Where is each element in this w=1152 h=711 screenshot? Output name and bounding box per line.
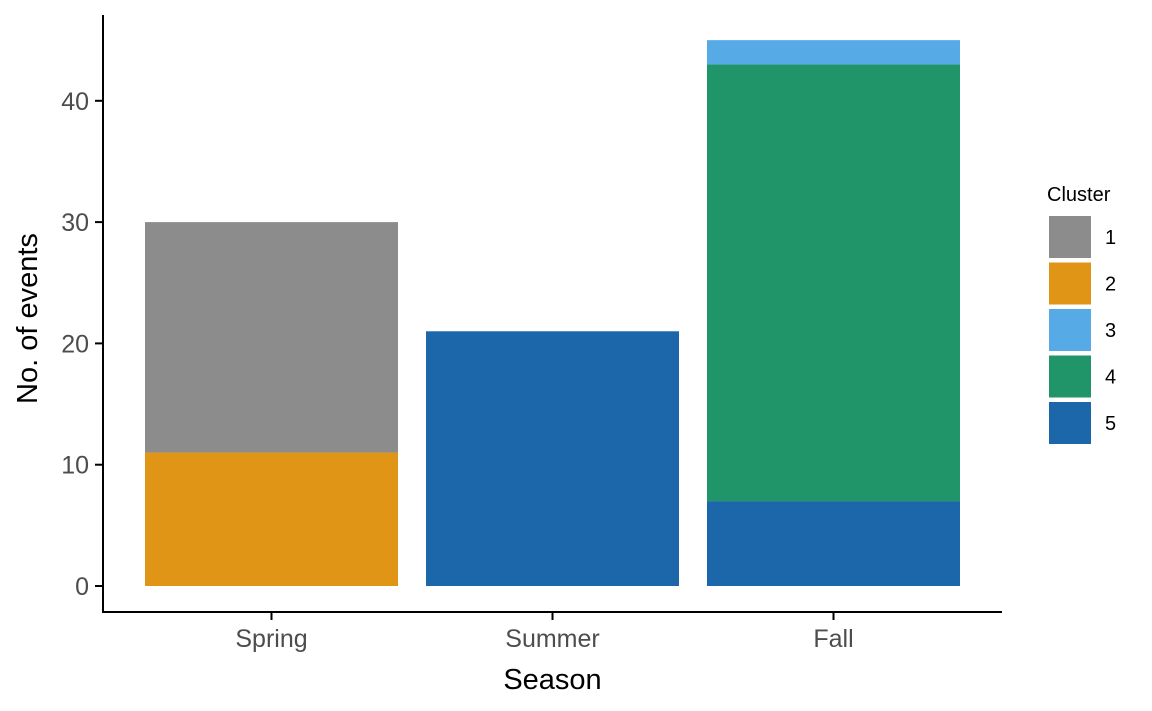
legend-key-cluster-3 <box>1049 309 1091 351</box>
legend-key-cluster-2 <box>1049 262 1091 305</box>
y-tick-label: 10 <box>61 452 89 480</box>
y-axis-ticks: 0 10 20 30 40 <box>61 88 103 601</box>
x-axis-ticks: Spring Summer Fall <box>235 612 854 653</box>
x-tick-label-summer: Summer <box>505 625 599 653</box>
bar-fall-cluster-5 <box>707 501 960 586</box>
legend-key-cluster-1 <box>1049 216 1091 258</box>
bar-spring-cluster-2 <box>145 452 398 586</box>
y-tick-label: 20 <box>61 330 89 358</box>
x-axis-title: Season <box>503 664 601 696</box>
legend-label-cluster-3: 3 <box>1105 320 1116 342</box>
legend-key-cluster-5 <box>1049 402 1091 444</box>
y-axis-title: No. of events <box>12 233 44 404</box>
legend-label-cluster-1: 1 <box>1105 227 1116 249</box>
legend: Cluster 1 2 3 4 5 <box>1047 184 1116 444</box>
y-tick-label: 30 <box>61 209 89 237</box>
y-tick-label: 0 <box>75 573 89 601</box>
x-tick-label-fall: Fall <box>813 625 853 653</box>
legend-items: 1 2 3 4 5 <box>1049 216 1116 444</box>
legend-label-cluster-4: 4 <box>1105 367 1116 389</box>
legend-title: Cluster <box>1047 184 1111 206</box>
bar-spring-cluster-1 <box>145 222 398 453</box>
y-tick-label: 40 <box>61 88 89 116</box>
bar-summer-cluster-5 <box>426 331 679 586</box>
legend-label-cluster-5: 5 <box>1105 413 1116 435</box>
legend-label-cluster-2: 2 <box>1105 274 1116 296</box>
x-tick-label-spring: Spring <box>235 625 307 653</box>
legend-key-cluster-4 <box>1049 355 1091 398</box>
bar-fall-cluster-4 <box>707 64 960 502</box>
bars-group <box>145 40 960 586</box>
bar-fall-cluster-3 <box>707 40 960 65</box>
